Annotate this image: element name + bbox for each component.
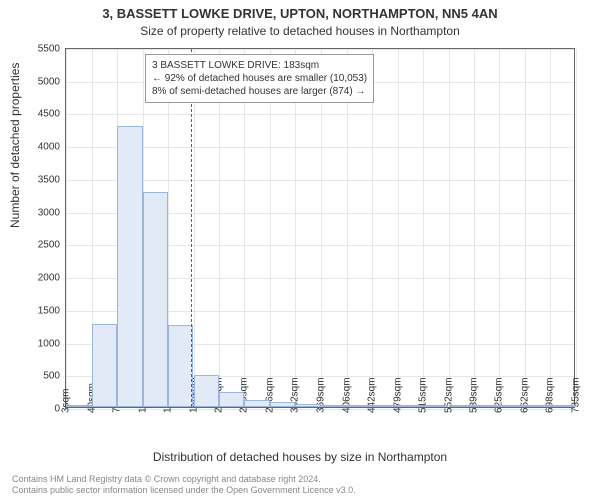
x-tick-label: 332sqm <box>290 377 301 413</box>
grid-line-v <box>576 49 577 407</box>
annotation-line2: ← 92% of detached houses are smaller (10… <box>152 72 367 85</box>
y-tick-label: 4500 <box>38 109 66 120</box>
histogram-bar <box>270 402 295 407</box>
histogram-bar <box>550 405 576 407</box>
x-tick-label: 662sqm <box>520 377 531 413</box>
histogram-bar <box>474 405 499 407</box>
annotation-box: 3 BASSETT LOWKE DRIVE: 183sqm ← 92% of d… <box>145 54 374 103</box>
x-tick-label: 589sqm <box>469 377 480 413</box>
histogram-bar <box>499 405 525 407</box>
histogram-bar <box>372 405 398 407</box>
grid-line-v <box>66 49 67 407</box>
y-tick-label: 2500 <box>38 240 66 251</box>
histogram-bar <box>321 405 347 407</box>
histogram-bar <box>92 324 117 407</box>
grid-line-v <box>499 49 500 407</box>
grid-line-v <box>449 49 450 407</box>
y-axis-label: Number of detached properties <box>8 63 22 228</box>
annotation-line1: 3 BASSETT LOWKE DRIVE: 183sqm <box>152 59 367 72</box>
x-tick-label: 625sqm <box>494 377 505 413</box>
y-tick-label: 5000 <box>38 76 66 87</box>
histogram-bar <box>168 325 194 407</box>
grid-line-v <box>398 49 399 407</box>
x-tick-label: 698sqm <box>545 377 556 413</box>
y-tick-label: 5500 <box>38 44 66 55</box>
y-tick-label: 3500 <box>38 174 66 185</box>
x-tick-label: 3sqm <box>61 389 72 413</box>
y-tick-label: 3000 <box>38 207 66 218</box>
histogram-bar <box>194 375 220 407</box>
x-tick-label: 369sqm <box>316 377 327 413</box>
histogram-bar <box>449 405 475 407</box>
footer-attribution: Contains HM Land Registry data © Crown c… <box>12 474 356 496</box>
y-tick-label: 2000 <box>38 273 66 284</box>
x-tick-label: 296sqm <box>265 377 276 413</box>
x-tick-label: 515sqm <box>417 377 428 413</box>
y-tick-label: 1500 <box>38 305 66 316</box>
grid-line-v <box>423 49 424 407</box>
property-size-chart: 3, BASSETT LOWKE DRIVE, UPTON, NORTHAMPT… <box>0 0 600 500</box>
footer-line1: Contains HM Land Registry data © Crown c… <box>12 474 356 485</box>
histogram-bar <box>525 405 550 407</box>
histogram-bar <box>143 192 168 407</box>
chart-title: 3, BASSETT LOWKE DRIVE, UPTON, NORTHAMPT… <box>0 6 600 21</box>
chart-subtitle: Size of property relative to detached ho… <box>0 24 600 38</box>
x-axis-label: Distribution of detached houses by size … <box>0 450 600 464</box>
y-tick-label: 1000 <box>38 338 66 349</box>
histogram-bar <box>423 405 449 407</box>
y-tick-label: 500 <box>43 371 66 382</box>
x-tick-label: 479sqm <box>392 377 403 413</box>
histogram-bar <box>117 126 143 407</box>
x-tick-label: 442sqm <box>366 377 377 413</box>
y-tick-label: 4000 <box>38 142 66 153</box>
grid-line-v <box>474 49 475 407</box>
histogram-bar <box>66 405 92 407</box>
footer-line2: Contains public sector information licen… <box>12 485 356 496</box>
x-tick-label: 735sqm <box>571 377 582 413</box>
histogram-bar <box>398 405 423 407</box>
grid-line-v <box>550 49 551 407</box>
histogram-bar <box>295 404 321 407</box>
annotation-line3: 8% of semi-detached houses are larger (8… <box>152 85 367 98</box>
histogram-bar <box>347 405 372 407</box>
histogram-bar <box>244 400 270 407</box>
grid-line-v <box>525 49 526 407</box>
x-tick-label: 552sqm <box>443 377 454 413</box>
histogram-bar <box>219 392 244 407</box>
x-tick-label: 406sqm <box>341 377 352 413</box>
